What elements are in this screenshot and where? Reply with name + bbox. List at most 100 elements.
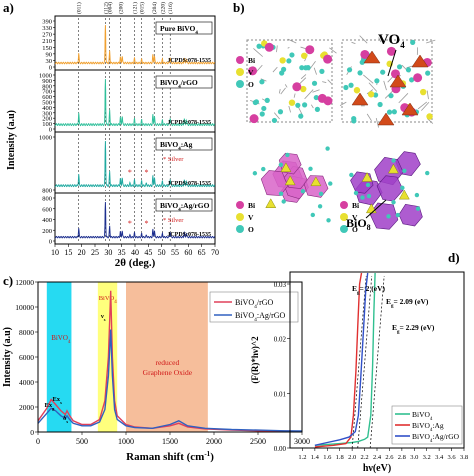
oxygen-atom (391, 158, 396, 163)
tauc-panel: 1.2 1.4 1.6 1.8 2.0 2.2 2.4 2.6 2.8 3.0 3.2 3.4 3.6 3… (250, 271, 468, 474)
xrd-x-tick-label: 50 (158, 248, 166, 257)
raman-y-tick-label: 2000 (19, 403, 34, 412)
tauc-legend-label-sub: 4 (430, 439, 433, 444)
oxygen-atom (386, 214, 391, 219)
xrd-sample-label-sub: 4 (178, 208, 181, 213)
raman-peak-label-0: Exg (45, 402, 56, 411)
oxygen-atom (402, 168, 407, 173)
tauc-eg-label-1-main: E (386, 297, 391, 306)
vanadium-atom (300, 85, 307, 93)
bismuth-atom (305, 45, 315, 55)
bismuth-atom (249, 114, 259, 124)
xrd-pattern-line (54, 140, 216, 188)
oxygen-atom (314, 106, 321, 112)
raman-legend-label-sub: 4 (254, 317, 257, 323)
tauc-tangent-2 (357, 275, 373, 449)
xrd-x-tick-label: 70 (211, 248, 219, 257)
legend-atom-swatch (340, 201, 348, 209)
atom-group-1 (248, 38, 337, 124)
xrd-sample-label-tail: /rGO (180, 78, 198, 87)
xrd-y-tick-label: 200 (42, 228, 52, 235)
tauc-x-tick-label: 2.0 (348, 454, 356, 461)
xrd-sample-label: BiVO4:Ag/rGO (160, 201, 210, 213)
oxygen-atom (303, 65, 309, 71)
raman-region-label-2: reduced (155, 358, 179, 367)
polyhedra-group-1 (252, 146, 333, 223)
tauc-y-tick-label: 0.01 (274, 390, 287, 398)
raman-legend-label-tail: :Ag/rGO (257, 311, 286, 320)
oxygen-atom (365, 182, 371, 188)
bond (359, 35, 368, 44)
bond (278, 88, 281, 94)
tauc-x-tick-label: 3.2 (423, 454, 431, 461)
xrd-y-tick-label: 700 (42, 89, 52, 96)
raman-legend-label-sub: 4 (254, 304, 257, 310)
tauc-series-line-1 (314, 272, 363, 448)
vo4-arrow (387, 49, 397, 77)
xrd-y-tick-label: 150 (42, 45, 52, 52)
bond (287, 46, 290, 49)
vo4-tetrahedron (280, 162, 292, 173)
raman-legend-label-main: BiVO (235, 311, 254, 320)
bond (327, 79, 332, 84)
bismuth-atom (413, 73, 423, 83)
tauc-axes: 1.2 1.4 1.6 1.8 2.0 2.2 2.4 2.6 2.8 3.0 3.2 3.4 3.6 3… (274, 281, 468, 461)
polyhedra-group-2 (349, 151, 430, 230)
oxygen-atom (348, 82, 354, 88)
oxygen-atom (286, 58, 292, 64)
tauc-series-line-0 (314, 272, 376, 446)
oxygen-atom (300, 189, 306, 194)
legend-atom-label: Bi (248, 201, 255, 210)
raman-region-label-0-sub: 4 (68, 340, 71, 345)
bond (288, 105, 291, 113)
xrd-x-tick-label: 20 (78, 248, 86, 257)
xrd-x-tick-label: 60 (184, 248, 192, 257)
xrd-sample-label-tail: :Ag (181, 140, 193, 149)
tauc-x-tick-label: 3.6 (448, 454, 457, 461)
xrd-y-tick-label: 600 (42, 206, 52, 213)
xrd-y-tick-label: 500 (42, 100, 52, 107)
oxygen-atom (319, 68, 325, 74)
bond (383, 80, 387, 91)
oxygen-atom (326, 218, 331, 223)
raman-peak-label-1: Exs (52, 396, 62, 405)
tauc-legend-label: BiVO4 (412, 410, 433, 422)
xrd-y-tick-label: 210 (42, 38, 52, 45)
xrd-y-axis-label: Intensity (a.u) (6, 110, 17, 170)
bond (312, 89, 320, 93)
xrd-series-1 (54, 78, 216, 127)
raman-region-label-2b: Graphene Oxide (143, 368, 193, 377)
bond (339, 101, 347, 106)
bond (426, 39, 436, 44)
bond (351, 41, 356, 45)
vo4-tetrahedron (363, 50, 381, 64)
bismuth-atom (323, 96, 333, 106)
oxygen-atom (253, 99, 260, 105)
xrd-hkl-label: (011) (76, 2, 83, 14)
atom-group-2 (339, 35, 436, 128)
raman-peak-label-1-sub: s (60, 400, 62, 405)
vo4-tetrahedron (389, 74, 407, 88)
tauc-legend-label-main: BiVO (412, 432, 431, 441)
bond (378, 37, 382, 43)
oxygen-atom (349, 172, 354, 178)
raman-x-tick-label: 0 (36, 437, 40, 446)
xrd-x-tick-label: 30 (104, 248, 112, 257)
raman-y-tick-label: 12000 (15, 278, 34, 287)
bio8-label: BiO8 (346, 216, 371, 232)
tauc-eg-label-2-main: E (392, 323, 397, 332)
raman-x-tick-label: 500 (76, 437, 88, 446)
xrd-hkl-label: (116) (167, 2, 174, 14)
raman-legend-label: BiVO4/rGO (235, 298, 274, 310)
xrd-y-tick-label: 0 (49, 127, 52, 134)
xrd-hkl-label: (004) (107, 2, 114, 14)
xrd-y-tick-label: 1000 (39, 135, 52, 142)
tauc-legend-label-sub: 4 (430, 417, 433, 422)
vo4-tetrahedron (284, 175, 296, 186)
crystal-structure-polyhedra-1 (252, 146, 333, 223)
oxygen-atom (386, 109, 393, 115)
oxygen-atom (408, 77, 415, 83)
tauc-eg-label-0-tail: = 2 (eV) (360, 284, 386, 293)
tauc-x-tick-label: 1.6 (323, 454, 332, 461)
